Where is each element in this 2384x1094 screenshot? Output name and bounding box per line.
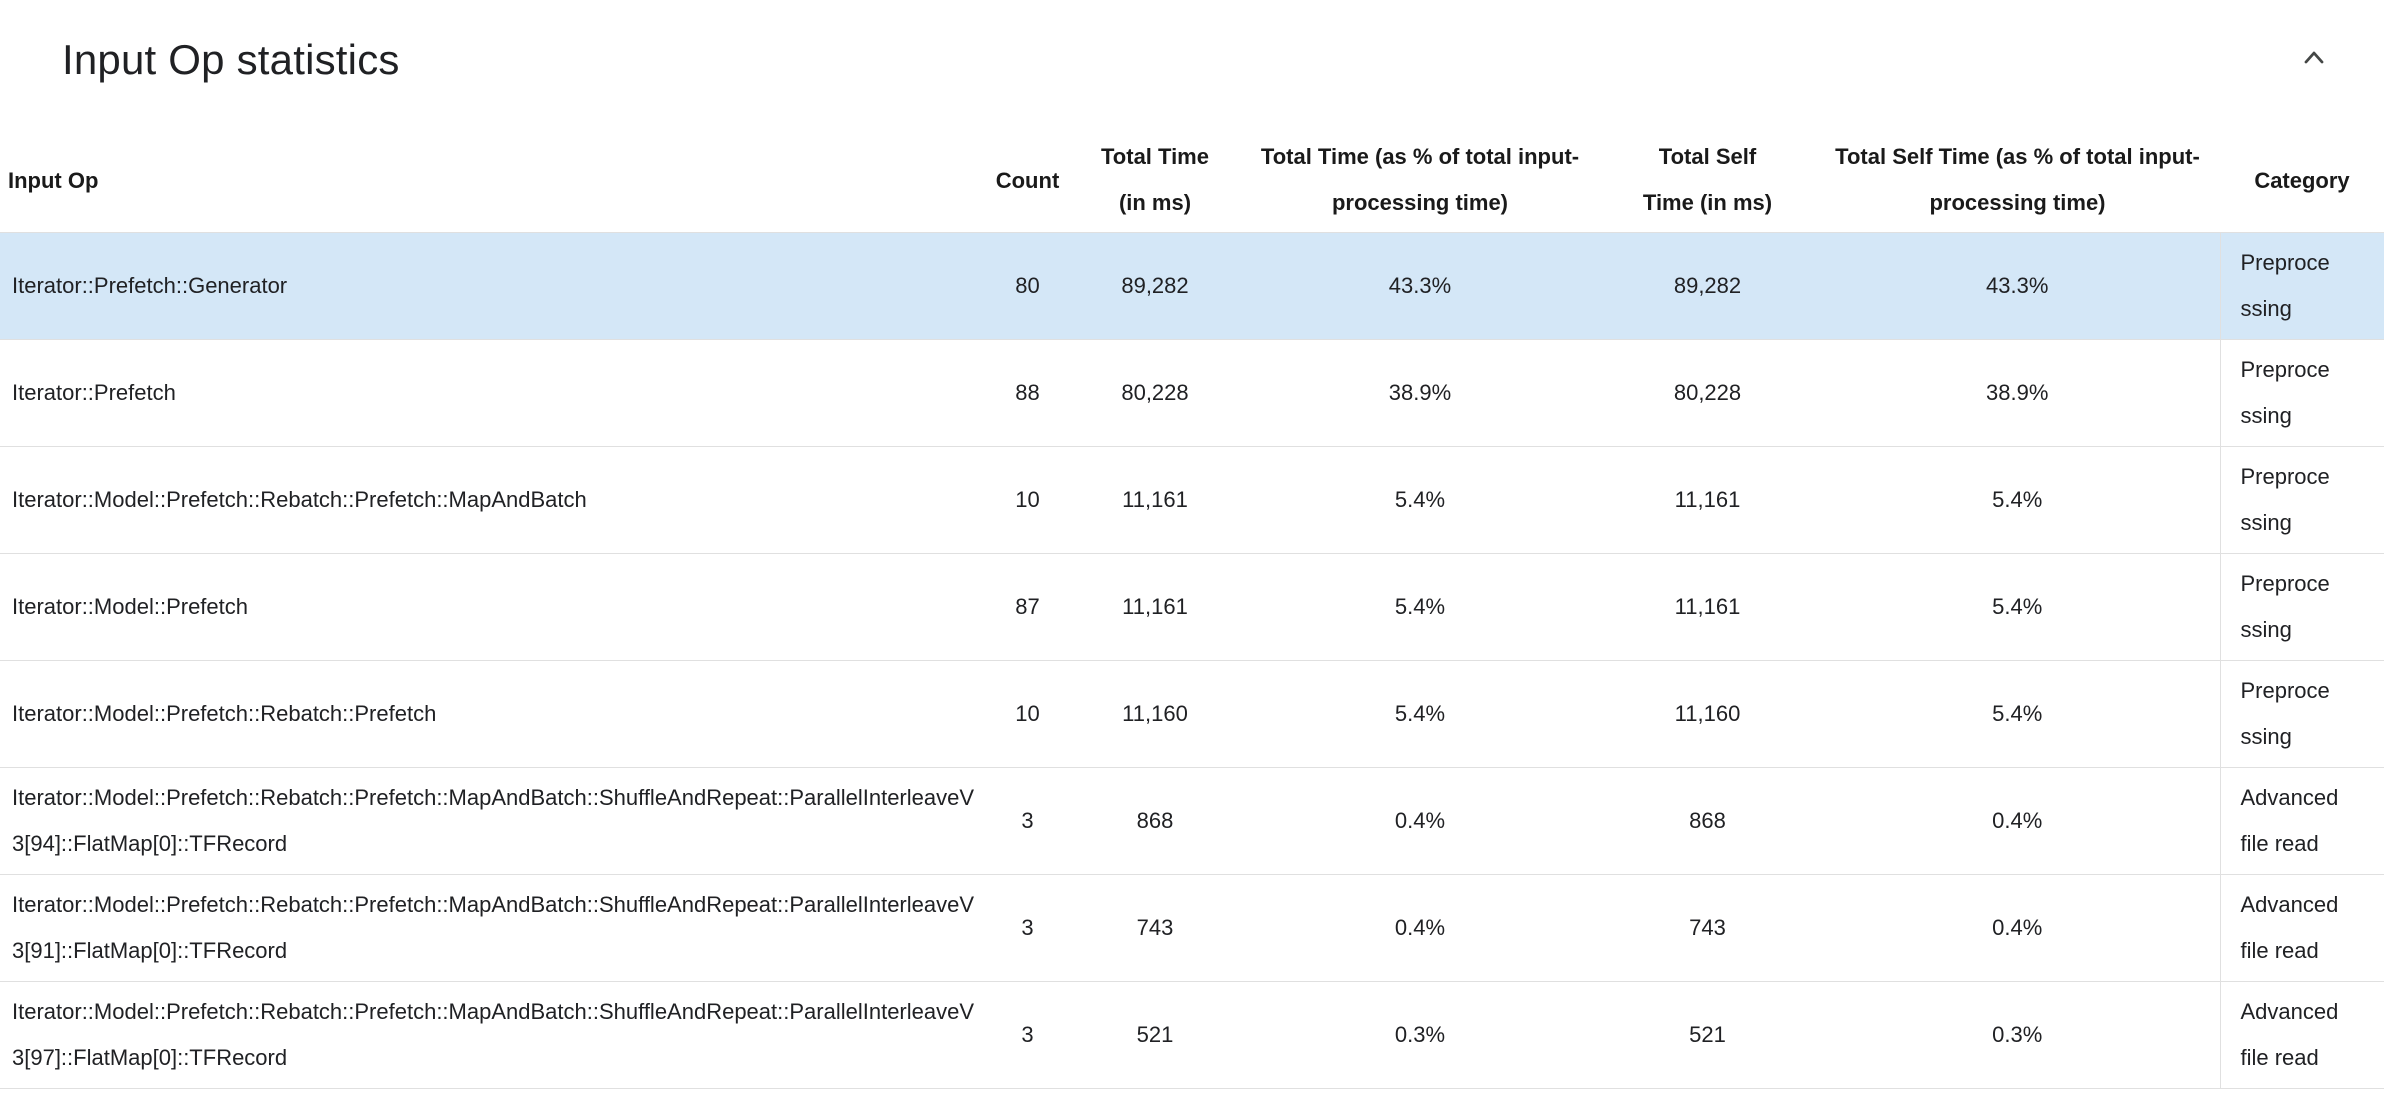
cell-total-time-pct: 43.3% bbox=[1240, 232, 1600, 340]
cell-total-self-time-pct: 5.4% bbox=[1815, 553, 2220, 661]
cell-total-time-pct: 5.4% bbox=[1240, 553, 1600, 661]
cell-total-self-time: 868 bbox=[1600, 767, 1815, 875]
cell-total-self-time-pct: 5.4% bbox=[1815, 446, 2220, 554]
cell-total-self-time: 743 bbox=[1600, 874, 1815, 982]
cell-total-time-pct: 38.9% bbox=[1240, 339, 1600, 447]
cell-total-time-pct: 5.4% bbox=[1240, 660, 1600, 768]
cell-total-self-time-pct: 0.4% bbox=[1815, 767, 2220, 875]
cell-total-time-pct: 0.4% bbox=[1240, 767, 1600, 875]
column-header-label: Total Time (as % of total input-processi… bbox=[1260, 144, 1580, 215]
cell-count: 87 bbox=[985, 553, 1070, 661]
cell-total-self-time-pct: 43.3% bbox=[1815, 232, 2220, 340]
table-row[interactable]: Iterator::Prefetch::Generator 80 89,282 43.… bbox=[0, 232, 2384, 340]
cell-total-time-pct: 0.4% bbox=[1240, 874, 1600, 982]
column-header-total-time-pct[interactable]: Total Time (as % of total input-processi… bbox=[1240, 128, 1600, 233]
cell-category: Preprocessing bbox=[2219, 553, 2384, 661]
table-header-row: Input Op Count Total Time (in ms) Total Tim… bbox=[0, 128, 2384, 233]
cell-total-time: 80,228 bbox=[1070, 339, 1240, 447]
column-header-label: Total Time (in ms) bbox=[1101, 144, 1209, 215]
cell-category: Preprocessing bbox=[2219, 446, 2384, 554]
cell-input-op: Iterator::Model::Prefetch::Rebatch::Pref… bbox=[0, 981, 985, 1089]
cell-input-op: Iterator::Model::Prefetch bbox=[0, 553, 985, 661]
cell-count: 88 bbox=[985, 339, 1070, 447]
cell-category: Advanced file read bbox=[2219, 874, 2384, 982]
cell-total-self-time: 11,161 bbox=[1600, 446, 1815, 554]
cell-total-self-time: 80,228 bbox=[1600, 339, 1815, 447]
cell-total-self-time-pct: 38.9% bbox=[1815, 339, 2220, 447]
cell-count: 3 bbox=[985, 767, 1070, 875]
column-header-total-self-time-pct[interactable]: Total Self Time (as % of total input-pro… bbox=[1815, 128, 2220, 233]
cell-total-self-time: 521 bbox=[1600, 981, 1815, 1089]
column-header-total-self-time[interactable]: Total Self Time (in ms) bbox=[1600, 128, 1815, 233]
table-row[interactable]: Iterator::Model::Prefetch::Rebatch::Pref… bbox=[0, 446, 2384, 554]
cell-input-op: Iterator::Model::Prefetch::Rebatch::Pref… bbox=[0, 660, 985, 768]
column-header-category[interactable]: Category bbox=[2220, 128, 2384, 233]
cell-total-self-time: 11,161 bbox=[1600, 553, 1815, 661]
cell-total-time: 868 bbox=[1070, 767, 1240, 875]
cell-category: Advanced file read bbox=[2219, 767, 2384, 875]
cell-total-self-time-pct: 0.3% bbox=[1815, 981, 2220, 1089]
column-header-label: Category bbox=[2254, 167, 2350, 193]
cell-total-time: 11,161 bbox=[1070, 553, 1240, 661]
cell-count: 80 bbox=[985, 232, 1070, 340]
column-header-total-time[interactable]: Total Time (in ms) bbox=[1070, 128, 1240, 233]
table-row[interactable]: Iterator::Model::Prefetch 87 11,161 5.4% 11,… bbox=[0, 553, 2384, 661]
chevron-up-icon bbox=[2298, 42, 2330, 74]
cell-count: 3 bbox=[985, 981, 1070, 1089]
input-op-stats-table: Input Op Count Total Time (in ms) Total Tim… bbox=[0, 128, 2384, 1089]
cell-input-op: Iterator::Prefetch::Generator bbox=[0, 232, 985, 340]
cell-total-self-time-pct: 5.4% bbox=[1815, 660, 2220, 768]
section-title: Input Op statistics bbox=[62, 36, 400, 83]
column-header-label: Input Op bbox=[8, 167, 99, 193]
cell-category: Preprocessing bbox=[2219, 232, 2384, 340]
cell-total-time: 521 bbox=[1070, 981, 1240, 1089]
cell-total-time: 11,160 bbox=[1070, 660, 1240, 768]
column-header-label: Count bbox=[995, 167, 1060, 193]
cell-category: Preprocessing bbox=[2219, 339, 2384, 447]
table-header: Input Op Count Total Time (in ms) Total Tim… bbox=[0, 128, 2384, 233]
table-row[interactable]: Iterator::Model::Prefetch::Rebatch::Pref… bbox=[0, 767, 2384, 875]
table-row[interactable]: Iterator::Prefetch 88 80,228 38.9% 80,228 38.… bbox=[0, 339, 2384, 447]
cell-count: 10 bbox=[985, 660, 1070, 768]
cell-input-op: Iterator::Prefetch bbox=[0, 339, 985, 447]
column-header-input-op[interactable]: Input Op bbox=[0, 128, 985, 233]
cell-category: Advanced file read bbox=[2219, 981, 2384, 1089]
table-body: Iterator::Prefetch::Generator 80 89,282 43.… bbox=[0, 232, 2384, 1089]
cell-input-op: Iterator::Model::Prefetch::Rebatch::Pref… bbox=[0, 874, 985, 982]
table-row[interactable]: Iterator::Model::Prefetch::Rebatch::Pref… bbox=[0, 874, 2384, 982]
cell-input-op: Iterator::Model::Prefetch::Rebatch::Pref… bbox=[0, 446, 985, 554]
cell-total-time: 11,161 bbox=[1070, 446, 1240, 554]
cell-count: 3 bbox=[985, 874, 1070, 982]
column-header-label: Total Self Time (as % of total input-pro… bbox=[1835, 144, 2200, 215]
cell-total-self-time: 89,282 bbox=[1600, 232, 1815, 340]
cell-input-op: Iterator::Model::Prefetch::Rebatch::Pref… bbox=[0, 767, 985, 875]
section-header: Input Op statistics bbox=[0, 0, 2384, 86]
cell-total-time-pct: 0.3% bbox=[1240, 981, 1600, 1089]
cell-total-time-pct: 5.4% bbox=[1240, 446, 1600, 554]
table-row[interactable]: Iterator::Model::Prefetch::Rebatch::Pref… bbox=[0, 660, 2384, 768]
table-row[interactable]: Iterator::Model::Prefetch::Rebatch::Pref… bbox=[0, 981, 2384, 1089]
cell-total-time: 743 bbox=[1070, 874, 1240, 982]
collapse-section-button[interactable] bbox=[2290, 34, 2338, 82]
cell-total-self-time-pct: 0.4% bbox=[1815, 874, 2220, 982]
cell-total-time: 89,282 bbox=[1070, 232, 1240, 340]
cell-count: 10 bbox=[985, 446, 1070, 554]
cell-total-self-time: 11,160 bbox=[1600, 660, 1815, 768]
column-header-count[interactable]: Count bbox=[985, 128, 1070, 233]
cell-category: Preprocessing bbox=[2219, 660, 2384, 768]
column-header-label: Total Self Time (in ms) bbox=[1642, 144, 1773, 215]
